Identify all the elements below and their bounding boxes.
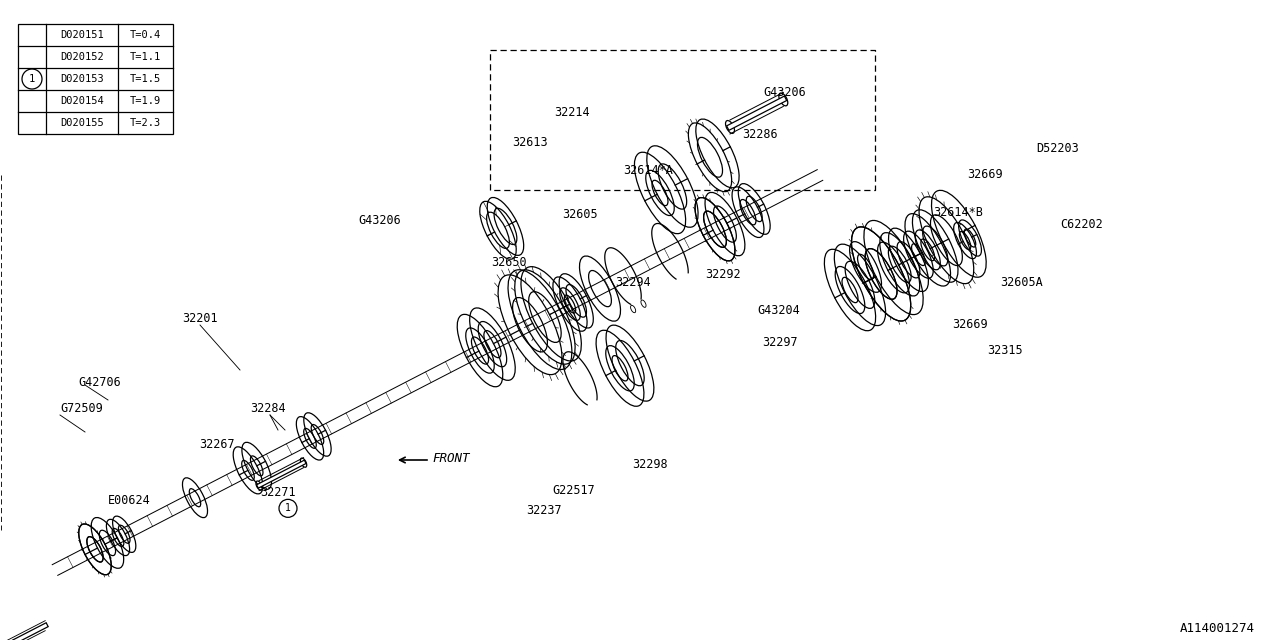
Text: T=1.9: T=1.9 — [129, 96, 160, 106]
Text: 32267: 32267 — [200, 438, 234, 451]
Text: A114001274: A114001274 — [1180, 621, 1254, 634]
Text: FRONT: FRONT — [433, 451, 470, 465]
Text: 32605A: 32605A — [1001, 275, 1043, 289]
Text: 32614*A: 32614*A — [623, 163, 673, 177]
Text: 32294: 32294 — [614, 275, 650, 289]
Text: 32286: 32286 — [742, 129, 778, 141]
Text: D020154: D020154 — [60, 96, 104, 106]
Text: G22517: G22517 — [553, 483, 595, 497]
Text: 1: 1 — [29, 74, 35, 84]
Text: T=1.5: T=1.5 — [129, 74, 160, 84]
Text: G43204: G43204 — [756, 303, 800, 317]
Text: 32315: 32315 — [987, 344, 1023, 356]
Text: 32297: 32297 — [762, 335, 797, 349]
Text: 32271: 32271 — [260, 486, 296, 499]
Text: G72509: G72509 — [60, 401, 102, 415]
Text: 1: 1 — [285, 503, 291, 513]
Text: T=1.1: T=1.1 — [129, 52, 160, 62]
Text: 32201: 32201 — [182, 312, 218, 324]
Text: D52203: D52203 — [1037, 141, 1079, 154]
Text: 32237: 32237 — [526, 504, 562, 516]
Text: D020152: D020152 — [60, 52, 104, 62]
Text: 32650: 32650 — [492, 255, 527, 269]
Text: 32214: 32214 — [554, 106, 590, 120]
Text: G43206: G43206 — [358, 214, 402, 227]
Text: G42706: G42706 — [78, 376, 120, 388]
Text: 32669: 32669 — [968, 168, 1002, 182]
Bar — [18, 24, 173, 134]
Text: E00624: E00624 — [108, 493, 151, 506]
Text: 32614*B: 32614*B — [933, 207, 983, 220]
Text: C62202: C62202 — [1061, 218, 1103, 232]
Text: 32669: 32669 — [952, 319, 988, 332]
Text: G43206: G43206 — [764, 86, 806, 99]
Text: D020151: D020151 — [60, 30, 104, 40]
Text: D020155: D020155 — [60, 118, 104, 128]
Text: D020153: D020153 — [60, 74, 104, 84]
Text: T=0.4: T=0.4 — [129, 30, 160, 40]
Text: 32292: 32292 — [705, 268, 741, 280]
Text: 32605: 32605 — [562, 209, 598, 221]
Text: 32298: 32298 — [632, 458, 668, 472]
Text: 32284: 32284 — [250, 401, 285, 415]
Text: 32613: 32613 — [512, 136, 548, 148]
Text: T=2.3: T=2.3 — [129, 118, 160, 128]
